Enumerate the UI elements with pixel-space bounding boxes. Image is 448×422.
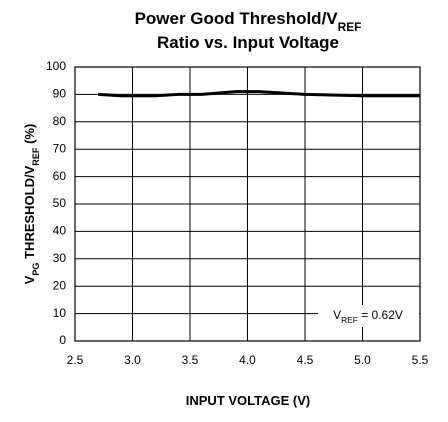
y-tick-label: 60	[53, 169, 67, 183]
chart-title-part: Power Good Threshold/V	[135, 9, 339, 28]
y-tick-label: 80	[53, 114, 67, 128]
x-axis-label: INPUT VOLTAGE (V)	[186, 393, 310, 408]
x-axis-label-part: INPUT VOLTAGE (V)	[186, 393, 310, 408]
y-axis-label-part: PG	[31, 263, 41, 276]
y-tick-label: 0	[59, 333, 66, 347]
chart-title: Power Good Threshold/VREF	[135, 9, 362, 34]
x-tick-label: 5.0	[354, 353, 371, 367]
data-line	[97, 90, 420, 98]
y-tick-label: 100	[46, 59, 66, 73]
y-axis-label: VPG THRESHOLD/VREF (%)	[22, 124, 41, 285]
y-axis-label-part: (%)	[22, 124, 37, 148]
x-tick-label: 3.0	[124, 353, 141, 367]
x-tick-label: 4.0	[239, 353, 256, 367]
chart-title-part: Ratio vs. Input Voltage	[157, 33, 339, 52]
y-tick-label: 50	[53, 196, 67, 210]
x-tick-label: 4.5	[297, 353, 314, 367]
y-axis-label-part: THRESHOLD/V	[22, 165, 37, 262]
x-tick-label: 5.5	[412, 353, 429, 367]
chart-title: Ratio vs. Input Voltage	[157, 33, 339, 52]
y-tick-label: 10	[53, 306, 67, 320]
annotation-part: REF	[341, 315, 358, 325]
plot-frame	[74, 66, 421, 342]
annotation: VREF = 0.62V	[333, 308, 403, 325]
y-tick-label: 20	[53, 278, 67, 292]
annotation-part: = 0.62V	[358, 308, 403, 322]
y-tick-label: 40	[53, 224, 67, 238]
y-axis-label-part: V	[22, 275, 37, 284]
x-tick-label: 3.5	[182, 353, 199, 367]
annotation-box	[318, 305, 419, 327]
y-tick-label: 70	[53, 141, 67, 155]
annotation-part: V	[333, 308, 341, 322]
x-tick-label: 2.5	[67, 353, 84, 367]
y-tick-label: 30	[53, 251, 67, 265]
chart-title-part: REF	[338, 20, 362, 34]
y-axis-label-part: REF	[31, 147, 41, 166]
y-tick-label: 90	[53, 87, 67, 101]
